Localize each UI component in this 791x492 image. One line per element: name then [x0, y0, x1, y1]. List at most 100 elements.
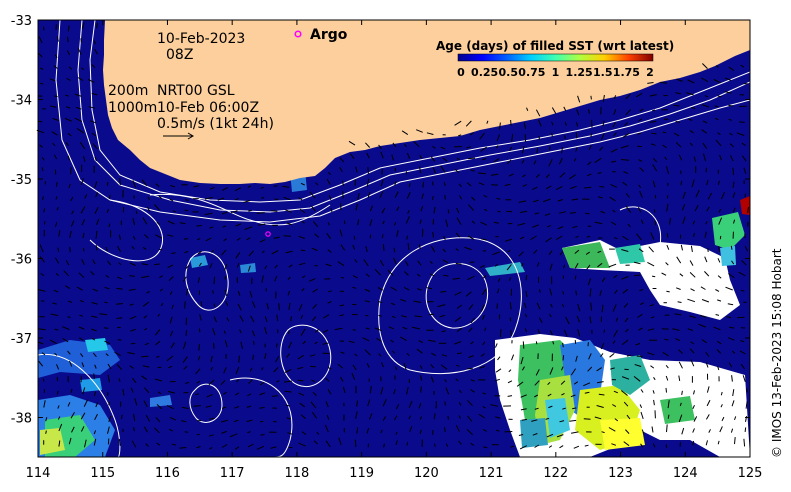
velocity-arrow: [158, 195, 163, 199]
velocity-arrow: [376, 337, 382, 342]
velocity-arrow: [316, 431, 320, 435]
velocity-arrow: [411, 326, 421, 330]
velocity-arrow: [467, 275, 475, 281]
velocity-arrow: [639, 404, 643, 409]
velocity-arrow: [534, 444, 540, 448]
velocity-arrow: [440, 290, 447, 293]
velocity-arrow: [119, 178, 121, 186]
velocity-arrow: [311, 411, 318, 419]
velocity-arrow: [145, 443, 149, 447]
velocity-arrow: [621, 276, 629, 280]
velocity-arrow: [135, 210, 138, 215]
velocity-arrow: [674, 313, 682, 316]
velocity-arrow: [726, 316, 732, 318]
velocity-arrow: [205, 237, 212, 242]
velocity-arrow: [367, 399, 371, 407]
velocity-arrow: [413, 300, 422, 303]
velocity-arrow: [82, 22, 85, 30]
velocity-arrow: [247, 393, 252, 397]
velocity-arrow: [677, 301, 682, 303]
y-axis: -33 -34 -35 -36 -37 -38: [11, 14, 750, 427]
velocity-arrow: [327, 290, 332, 293]
velocity-arrow: [406, 191, 411, 199]
velocity-arrow: [549, 263, 553, 271]
velocity-arrow: [533, 160, 537, 165]
velocity-arrow: [264, 316, 268, 323]
velocity-arrow: [551, 107, 557, 114]
velocity-arrow: [92, 352, 97, 358]
velocity-arrow: [675, 338, 681, 342]
velocity-arrow: [627, 223, 631, 228]
velocity-arrow: [481, 238, 487, 241]
velocity-arrow: [154, 204, 160, 211]
velocity-arrow: [234, 419, 239, 423]
velocity-arrow: [300, 182, 305, 186]
velocity-arrow: [261, 275, 264, 283]
velocity-arrow: [703, 153, 706, 162]
velocity-arrow: [54, 54, 58, 58]
velocity-arrow: [681, 390, 683, 395]
velocity-arrow: [638, 159, 643, 162]
velocity-arrow: [447, 416, 449, 420]
velocity-arrow: [743, 438, 746, 447]
velocity-arrow: [222, 391, 227, 395]
velocity-arrow: [594, 221, 603, 225]
velocity-arrow: [300, 314, 303, 319]
velocity-arrow: [352, 244, 356, 250]
velocity-arrow: [707, 247, 709, 252]
velocity-arrow: [205, 405, 212, 408]
velocity-arrow: [209, 226, 214, 229]
velocity-arrow: [182, 341, 187, 350]
velocity-arrow: [95, 230, 98, 239]
colorbar-tick-label: 1: [552, 66, 560, 79]
velocity-arrow: [746, 388, 748, 393]
velocity-arrow: [141, 375, 148, 380]
velocity-arrow: [419, 155, 423, 159]
velocity-arrow: [334, 327, 343, 331]
velocity-arrow: [42, 196, 44, 201]
velocity-arrow: [733, 219, 736, 224]
velocity-arrow: [364, 300, 370, 303]
velocity-arrow: [82, 387, 86, 395]
velocity-arrow: [483, 446, 488, 449]
velocity-arrow: [694, 204, 699, 212]
velocity-arrow: [127, 352, 135, 355]
velocity-arrow: [197, 250, 202, 255]
velocity-arrow: [416, 348, 423, 354]
velocity-arrow: [51, 131, 58, 136]
velocity-arrow: [517, 222, 526, 226]
velocity-arrow: [217, 197, 225, 201]
velocity-arrow: [107, 374, 110, 383]
velocity-arrow: [622, 288, 629, 294]
velocity-arrow: [556, 235, 563, 241]
velocity-arrow: [223, 367, 227, 374]
velocity-arrow: [133, 413, 136, 422]
velocity-arrow: [367, 191, 371, 198]
velocity-arrow: [548, 405, 553, 409]
velocity-arrow: [155, 417, 161, 423]
velocity-arrow: [611, 443, 617, 446]
velocity-arrow: [91, 132, 97, 137]
velocity-arrow: [720, 191, 725, 200]
velocity-arrow: [298, 197, 303, 201]
velocity-arrow: [249, 291, 253, 298]
velocity-arrow: [731, 375, 733, 382]
velocity-arrow: [421, 193, 424, 200]
velocity-arrow: [704, 95, 709, 98]
velocity-arrow: [286, 417, 291, 420]
y-tick-label: -35: [11, 173, 32, 188]
velocity-arrow: [235, 223, 242, 227]
velocity-arrow: [666, 424, 668, 433]
velocity-arrow: [718, 208, 722, 213]
velocity-arrow: [58, 440, 61, 447]
velocity-arrow: [67, 350, 71, 355]
velocity-arrow: [508, 369, 512, 373]
velocity-arrow: [132, 377, 137, 384]
velocity-arrow: [589, 316, 592, 324]
velocity-arrow: [635, 343, 641, 346]
velocity-arrow: [81, 362, 85, 368]
velocity-arrow: [621, 376, 630, 380]
velocity-arrow: [55, 257, 60, 264]
scale-arrow-icon: [163, 132, 194, 140]
velocity-arrow: [693, 390, 695, 395]
